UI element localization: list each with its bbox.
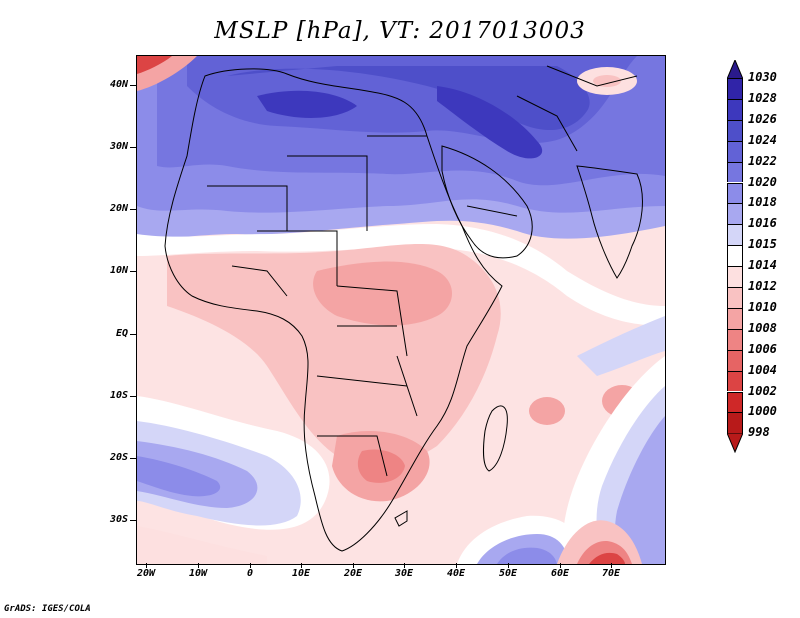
- lat-label-30n: 30N: [109, 141, 128, 152]
- colorbar-swatch: [727, 328, 743, 350]
- colorbar-top-arrow: [727, 60, 743, 80]
- lon-label-10w: 10W: [188, 568, 208, 579]
- colorbar-label: 1016: [748, 216, 777, 231]
- lon-label-20w: 20W: [136, 568, 156, 579]
- colorbar-swatch: [727, 140, 743, 162]
- colorbar-label: 1028: [748, 90, 777, 105]
- lon-tick: [611, 563, 612, 568]
- lon-tick: [508, 563, 509, 568]
- lat-label-40n: 40N: [109, 79, 128, 90]
- colorbar-label: 1002: [748, 383, 777, 398]
- colorbar-swatch: [727, 98, 743, 120]
- colorbar-label: 1000: [748, 404, 777, 419]
- lat-label-eq: EQ: [115, 328, 128, 339]
- lon-label-30e: 30E: [394, 568, 414, 579]
- colorbar-swatch: [727, 412, 743, 434]
- lat-label-10n: 10N: [109, 265, 128, 276]
- lon-tick: [560, 563, 561, 568]
- lat-tick: [130, 209, 136, 210]
- colorbar-label: 1014: [748, 258, 777, 273]
- colorbar-swatch: [727, 349, 743, 371]
- lon-tick: [301, 563, 302, 568]
- lat-tick: [130, 147, 136, 148]
- colorbar-swatch: [727, 307, 743, 329]
- colorbar-label: 1004: [748, 362, 777, 377]
- colorbar-swatch: [727, 266, 743, 287]
- colorbar-swatch: [727, 224, 743, 246]
- footer-credit: GrADS: IGES/COLA: [4, 604, 91, 614]
- colorbar-label: 1024: [748, 132, 777, 147]
- lat-tick: [130, 520, 136, 521]
- colorbar-swatch: [727, 161, 743, 183]
- colorbar-label: 1008: [748, 320, 777, 335]
- colorbar-label: 1018: [748, 195, 777, 210]
- lon-label-70e: 70E: [601, 568, 621, 579]
- colorbar-label: 998: [748, 425, 770, 440]
- colorbar-label: 1015: [748, 237, 777, 252]
- lon-label-20e: 20E: [343, 568, 363, 579]
- lat-label-20s: 20S: [109, 452, 128, 463]
- lon-label-60e: 60E: [550, 568, 570, 579]
- colorbar-swatch: [727, 391, 743, 413]
- pressure-field: [137, 56, 665, 564]
- colorbar-label: 1006: [748, 341, 777, 356]
- colorbar-swatch: [727, 203, 743, 225]
- lon-label-10e: 10E: [291, 568, 311, 579]
- lon-tick: [353, 563, 354, 568]
- colorbar-label: 1020: [748, 174, 777, 189]
- colorbar-swatch: [727, 245, 743, 267]
- lon-tick: [146, 563, 147, 568]
- lat-label-30s: 30S: [109, 514, 128, 525]
- lat-tick: [130, 334, 136, 335]
- lon-tick: [404, 563, 405, 568]
- lat-tick: [130, 458, 136, 459]
- colorbar-swatch: [727, 370, 743, 392]
- lon-tick: [250, 563, 251, 568]
- lon-tick: [456, 563, 457, 568]
- lon-tick: [198, 563, 199, 568]
- colorbar-label: 1022: [748, 153, 777, 168]
- colorbar-label: 1010: [748, 299, 777, 314]
- colorbar-swatch: [727, 182, 743, 204]
- lon-label-40e: 40E: [446, 568, 466, 579]
- lat-label-10s: 10S: [109, 390, 128, 401]
- lat-tick: [130, 396, 136, 397]
- colorbar-label: 1026: [748, 111, 777, 126]
- lon-label-50e: 50E: [498, 568, 518, 579]
- colorbar-label: 1030: [748, 70, 777, 84]
- colorbar-bottom-arrow: [727, 433, 743, 454]
- colorbar-swatch: [727, 119, 743, 141]
- lon-label-0: 0: [246, 568, 254, 579]
- lat-label-20n: 20N: [109, 203, 128, 214]
- map-title: MSLP [hPa], VT: 2017013003: [214, 18, 586, 44]
- map-plot-area: [136, 55, 666, 565]
- lat-tick: [130, 271, 136, 272]
- colorbar-swatch: [727, 287, 743, 308]
- colorbar-label: 1012: [748, 279, 777, 293]
- colorbar-swatch: [727, 78, 743, 99]
- lat-tick: [130, 85, 136, 86]
